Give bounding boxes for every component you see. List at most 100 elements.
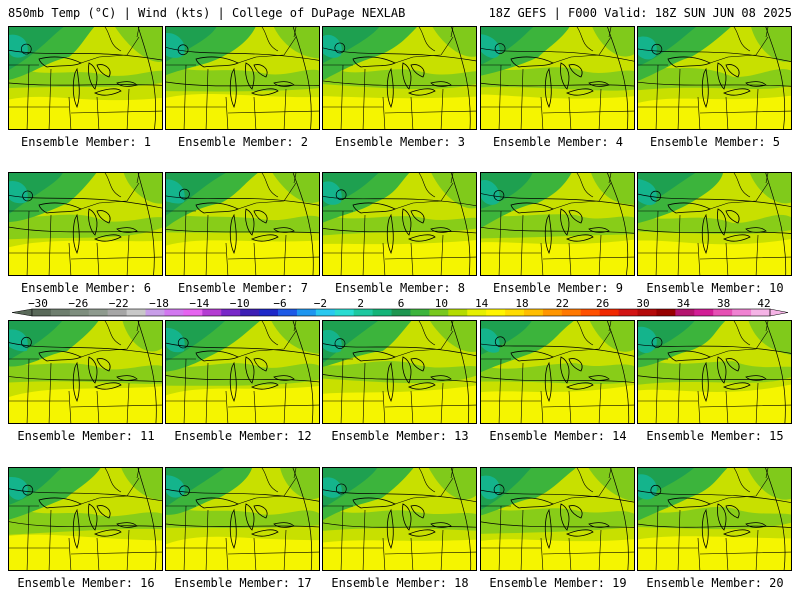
colorbar-tick-label: 34 — [676, 297, 690, 310]
colorbar-tick-label: −14 — [189, 297, 210, 310]
colorbar-swatch — [145, 309, 165, 316]
colorbar-tick-label: −26 — [68, 297, 89, 310]
ensemble-member-map — [165, 26, 320, 130]
colorbar-tick-label: 6 — [397, 297, 405, 310]
colorbar-swatch — [221, 309, 241, 316]
colorbar-swatch — [410, 309, 430, 316]
colorbar-swatch — [50, 309, 71, 316]
ensemble-member-label: Ensemble Member: 9 — [492, 281, 624, 295]
colorbar-tick-label: 14 — [475, 297, 489, 310]
colorbar-tick-label: −30 — [28, 297, 48, 310]
ensemble-member-label: Ensemble Member: 5 — [649, 135, 781, 149]
colorbar-swatch — [107, 309, 128, 316]
colorbar-tick-label: 42 — [757, 297, 771, 310]
ensemble-member-label: Ensemble Member: 7 — [177, 281, 309, 295]
colorbar-swatch — [126, 309, 147, 316]
colorbar-swatch — [675, 309, 695, 316]
colorbar-swatch — [524, 309, 544, 316]
ensemble-member-map — [322, 172, 477, 276]
ensemble-member-label: Ensemble Member: 14 — [489, 429, 627, 443]
colorbar-swatch — [164, 309, 184, 316]
colorbar-swatch — [32, 309, 52, 316]
colorbar-swatch — [505, 309, 525, 316]
ensemble-member-label: Ensemble Member: 19 — [489, 576, 627, 590]
colorbar-tick-label: 38 — [717, 297, 731, 310]
ensemble-member-map — [480, 467, 635, 571]
ensemble-member-map — [322, 26, 477, 130]
ensemble-member-map — [637, 26, 792, 130]
ensemble-member-map — [8, 26, 163, 130]
colorbar-tick-label: −6 — [273, 297, 287, 310]
ensemble-member-map — [322, 320, 477, 424]
ensemble-member-label: Ensemble Member: 12 — [174, 429, 312, 443]
colorbar-max-arrow — [769, 308, 789, 317]
colorbar-tick-label: 22 — [555, 297, 569, 310]
colorbar-swatch — [372, 309, 393, 316]
ensemble-member-label: Ensemble Member: 13 — [331, 429, 469, 443]
colorbar-tick-label: −22 — [108, 297, 129, 310]
colorbar-swatch — [202, 309, 222, 316]
colorbar-swatch — [353, 309, 374, 316]
valid-time: 18Z GEFS | F000 Valid: 18Z SUN JUN 08 20… — [488, 6, 792, 20]
colorbar-swatch — [618, 309, 639, 316]
colorbar-swatch — [391, 309, 411, 316]
ensemble-member-map — [8, 320, 163, 424]
ensemble-member-label: Ensemble Member: 16 — [17, 576, 155, 590]
map-title: 850mb Temp (°C) | Wind (kts) | College o… — [8, 6, 406, 20]
colorbar-swatch — [561, 309, 582, 316]
ensemble-member-map — [165, 467, 320, 571]
colorbar-swatch — [656, 309, 676, 316]
ensemble-member-map — [8, 172, 163, 276]
ensemble-member-map — [637, 172, 792, 276]
colorbar-tick-label: −18 — [149, 297, 169, 310]
colorbar-swatch — [240, 309, 260, 316]
colorbar-tick-label: 30 — [636, 297, 650, 310]
colorbar — [11, 308, 789, 317]
ensemble-member-label: Ensemble Member: 6 — [20, 281, 152, 295]
colorbar-tick-label: 18 — [515, 297, 529, 310]
colorbar-tick-label: 26 — [596, 297, 610, 310]
ensemble-member-label: Ensemble Member: 2 — [177, 135, 309, 149]
ensemble-member-label: Ensemble Member: 8 — [334, 281, 466, 295]
colorbar-min-arrow — [11, 308, 33, 317]
ensemble-member-label: Ensemble Member: 15 — [646, 429, 784, 443]
colorbar-tick-label: 10 — [434, 297, 448, 310]
colorbar-swatch — [334, 309, 355, 316]
ensemble-member-map — [165, 320, 320, 424]
colorbar-tick-label: −2 — [313, 297, 327, 310]
ensemble-member-map — [8, 467, 163, 571]
ensemble-member-label: Ensemble Member: 11 — [17, 429, 155, 443]
colorbar-swatch — [278, 309, 298, 316]
ensemble-member-map — [637, 467, 792, 571]
colorbar-swatch — [296, 309, 317, 316]
colorbar-swatch — [599, 309, 620, 316]
ensemble-member-map — [165, 172, 320, 276]
ensemble-member-label: Ensemble Member: 3 — [334, 135, 466, 149]
ensemble-member-label: Ensemble Member: 4 — [492, 135, 624, 149]
ensemble-member-label: Ensemble Member: 10 — [646, 281, 784, 295]
ensemble-member-map — [480, 320, 635, 424]
colorbar-swatch — [486, 309, 506, 316]
colorbar-swatch — [315, 309, 336, 316]
colorbar-swatch — [542, 309, 563, 316]
colorbar-swatch — [429, 309, 449, 316]
ensemble-member-map — [480, 172, 635, 276]
colorbar-swatch — [694, 309, 714, 316]
ensemble-member-map — [637, 320, 792, 424]
colorbar-swatch — [732, 309, 752, 316]
ensemble-member-label: Ensemble Member: 17 — [174, 576, 312, 590]
colorbar-tick-label: −10 — [229, 297, 250, 310]
colorbar-swatch — [467, 309, 487, 316]
colorbar-swatch — [259, 309, 279, 316]
colorbar-swatch — [69, 309, 90, 316]
colorbar-swatch — [637, 309, 657, 316]
colorbar-swatch — [448, 309, 468, 316]
ensemble-member-label: Ensemble Member: 1 — [20, 135, 152, 149]
ensemble-member-label: Ensemble Member: 20 — [646, 576, 784, 590]
colorbar-swatch — [751, 309, 771, 316]
ensemble-member-map — [480, 26, 635, 130]
colorbar-swatch — [183, 309, 203, 316]
colorbar-swatch — [713, 309, 733, 316]
colorbar-tick-label: 2 — [357, 297, 364, 310]
ensemble-member-label: Ensemble Member: 18 — [331, 576, 469, 590]
